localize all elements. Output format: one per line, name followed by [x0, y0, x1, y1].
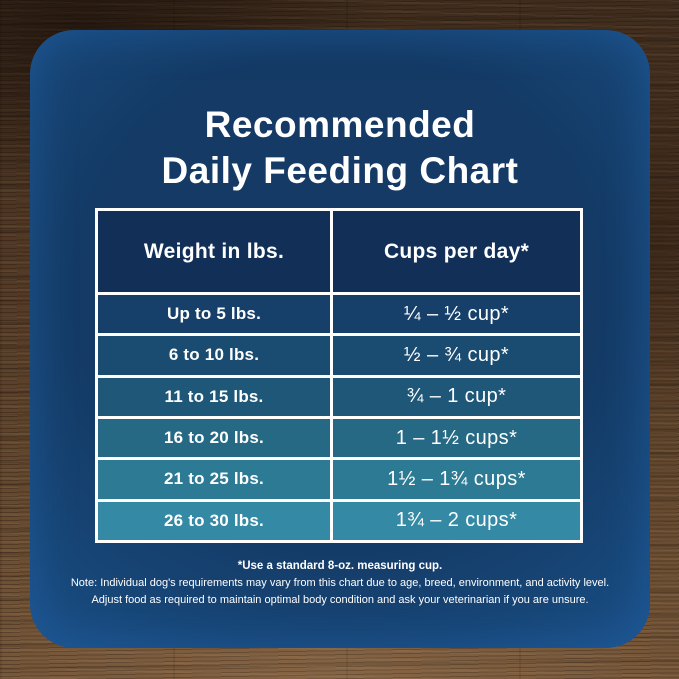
feeding-table: Weight in lbs. Cups per day* Up to 5 lbs… [95, 208, 583, 543]
footnote-adjust-line: Adjust food as required to maintain opti… [91, 594, 589, 606]
table-row-weight: 26 to 30 lbs. [98, 501, 330, 540]
table-row-cups: ¾ – 1 cup* [333, 377, 580, 416]
table-row-cups: ¼ – ½ cup* [333, 295, 580, 334]
table-row-cups: 1 – 1½ cups* [333, 418, 580, 458]
title-line-1: Recommended [204, 104, 476, 145]
table-row-cups: 1½ – 1¾ cups* [333, 460, 580, 499]
table-row-weight: 11 to 15 lbs. [98, 377, 330, 416]
table-row-weight: 21 to 25 lbs. [98, 460, 330, 499]
table-row-weight: 16 to 20 lbs. [98, 418, 330, 458]
title-line-2: Daily Feeding Chart [161, 150, 519, 191]
table-row-cups: ½ – ¾ cup* [333, 336, 580, 375]
column-header-cups: Cups per day* [333, 211, 580, 292]
table-row-weight: 6 to 10 lbs. [98, 336, 330, 375]
footnote: *Use a standard 8-oz. measuring cup. Not… [48, 558, 632, 609]
feeding-chart-card: Recommended Daily Feeding Chart Weight i… [30, 30, 650, 648]
column-header-weight: Weight in lbs. [98, 211, 330, 292]
footnote-measuring-cup: *Use a standard 8-oz. measuring cup. [237, 560, 443, 572]
table-row-weight: Up to 5 lbs. [98, 295, 330, 334]
page-title: Recommended Daily Feeding Chart [30, 102, 650, 194]
footnote-note-line: Note: Individual dog's requirements may … [70, 577, 610, 589]
table-row-cups: 1¾ – 2 cups* [333, 501, 580, 540]
